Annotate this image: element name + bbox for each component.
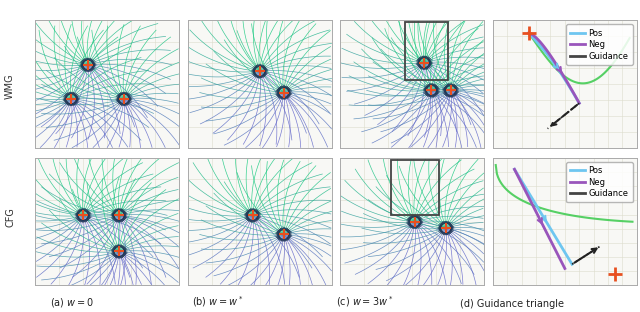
Bar [405,22,448,80]
Text: (b) $w = w^*$: (b) $w = w^*$ [192,294,243,309]
Text: (a) $w = 0$: (a) $w = 0$ [50,296,93,309]
Bar [390,160,438,215]
Text: CFG: CFG [5,207,15,227]
Legend: Pos, Neg, Guidance: Pos, Neg, Guidance [566,162,632,202]
Text: WMG: WMG [5,73,15,99]
Text: (d) Guidance triangle: (d) Guidance triangle [460,299,564,309]
Text: (c) $w = 3w^*$: (c) $w = 3w^*$ [336,294,394,309]
Legend: Pos, Neg, Guidance: Pos, Neg, Guidance [566,24,632,65]
